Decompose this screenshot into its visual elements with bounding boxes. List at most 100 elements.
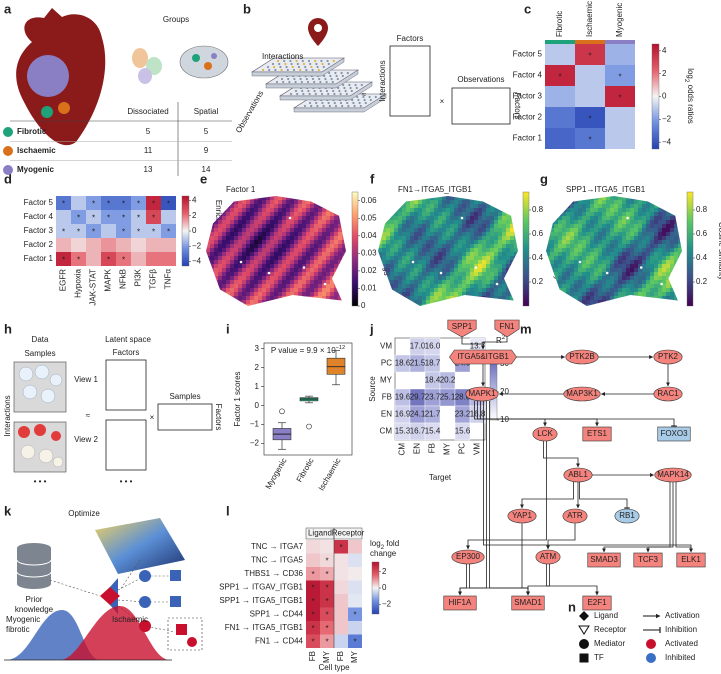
spot: [250, 240, 255, 245]
spot: [490, 276, 495, 281]
spot: [406, 260, 411, 265]
spot: [618, 304, 623, 306]
heat-cell: [545, 65, 575, 86]
spot: [510, 244, 515, 249]
spot: [310, 216, 315, 221]
spot: [390, 196, 395, 201]
spot: [626, 204, 631, 209]
spot: [630, 228, 635, 233]
spot: [474, 280, 479, 285]
spot: [254, 304, 259, 306]
spot: [478, 216, 483, 221]
well: [274, 68, 277, 72]
significance-star: *: [137, 200, 140, 209]
spot: [326, 224, 331, 229]
spot: [666, 204, 671, 209]
spot: [558, 256, 563, 261]
spot: [574, 288, 579, 293]
spot: [226, 200, 231, 205]
spot: [490, 300, 495, 305]
spot: [614, 296, 619, 301]
spot: [478, 212, 483, 217]
spot: [514, 276, 518, 281]
heat-cell: [334, 634, 348, 648]
spot: [214, 272, 219, 277]
spot: [562, 224, 567, 229]
spot: [642, 240, 647, 245]
spot: [550, 264, 555, 269]
spot: [338, 196, 343, 201]
spot: [434, 260, 439, 265]
spot: [666, 200, 671, 205]
spot: [590, 284, 595, 289]
spot: [398, 220, 403, 225]
spot: [626, 248, 631, 253]
spot: [574, 196, 579, 201]
matrix-label: Factors: [513, 93, 522, 120]
spot: [482, 220, 487, 225]
spot: [342, 232, 346, 237]
spot: [274, 224, 279, 229]
spot: [426, 236, 431, 241]
spot: [502, 296, 507, 301]
colorbar: [351, 191, 359, 307]
spot: [510, 216, 515, 221]
spot: [438, 264, 443, 269]
spot: [678, 220, 682, 225]
spot: [258, 216, 263, 221]
spot: [222, 256, 227, 261]
spot: [298, 284, 303, 289]
heat-cell: [306, 607, 320, 621]
spot: [218, 288, 223, 293]
spot: [674, 248, 679, 253]
spot: [674, 272, 679, 277]
spot: [610, 276, 615, 281]
spot: [330, 216, 335, 221]
spot: [414, 200, 419, 205]
spot: [262, 260, 267, 265]
spot: [630, 220, 635, 225]
spot: [226, 236, 231, 241]
spot: [442, 248, 447, 253]
spot: [326, 252, 331, 257]
spot: [570, 244, 575, 249]
spot: [462, 268, 467, 273]
cell-value-label: 18.6: [395, 359, 411, 368]
spot: [250, 224, 255, 229]
spot: [578, 296, 583, 301]
spot: [286, 232, 291, 237]
spot: [666, 196, 671, 201]
spot: [278, 240, 283, 245]
spot: [394, 304, 399, 306]
colorbar-tick-label: 0.03: [361, 248, 377, 257]
spot: [462, 288, 467, 293]
spot: [466, 284, 471, 289]
spot: [654, 200, 659, 205]
well: [315, 101, 318, 105]
heat-cell: [605, 44, 635, 65]
spot: [206, 260, 211, 265]
spot: [670, 268, 675, 273]
spot: [514, 260, 518, 265]
spot: [434, 264, 439, 269]
spot: [662, 236, 667, 241]
spot: [566, 276, 571, 281]
axis-label: Interactions: [262, 52, 303, 61]
spot: [442, 300, 447, 305]
spot: [386, 244, 391, 249]
spot: [558, 204, 563, 209]
well: [339, 92, 342, 96]
spot: [454, 208, 459, 213]
spot: [622, 280, 627, 285]
spot: [274, 240, 279, 245]
spot: [678, 264, 682, 269]
spot: [630, 304, 635, 306]
spot: [426, 228, 431, 233]
spot: [274, 268, 279, 273]
spot: [550, 228, 555, 233]
spot: [418, 248, 423, 253]
well: [325, 89, 329, 93]
spot: [218, 224, 223, 229]
spot: [398, 252, 403, 257]
spot: [394, 248, 399, 253]
